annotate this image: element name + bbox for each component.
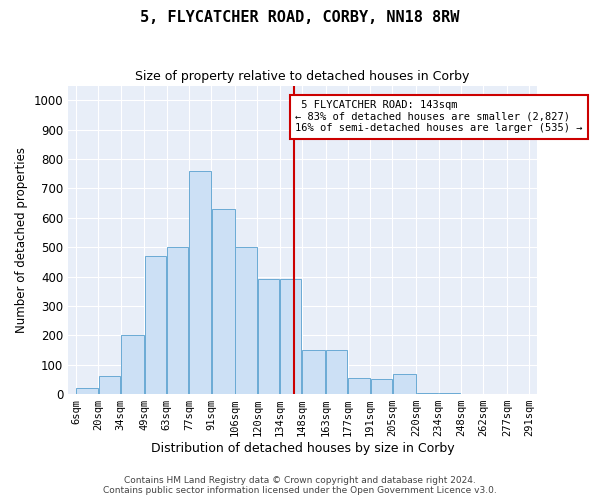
Bar — [326, 350, 347, 394]
Bar — [416, 392, 438, 394]
Y-axis label: Number of detached properties: Number of detached properties — [15, 147, 28, 333]
Bar — [280, 280, 301, 394]
Bar — [439, 392, 460, 394]
Bar — [302, 350, 325, 394]
X-axis label: Distribution of detached houses by size in Corby: Distribution of detached houses by size … — [151, 442, 454, 455]
Text: 5, FLYCATCHER ROAD, CORBY, NN18 8RW: 5, FLYCATCHER ROAD, CORBY, NN18 8RW — [140, 10, 460, 25]
Bar — [189, 171, 211, 394]
Bar — [257, 280, 279, 394]
Bar — [98, 376, 120, 394]
Bar — [235, 247, 257, 394]
Bar — [167, 247, 188, 394]
Bar — [145, 256, 166, 394]
Bar — [371, 380, 392, 394]
Bar — [212, 209, 235, 394]
Text: Contains HM Land Registry data © Crown copyright and database right 2024.
Contai: Contains HM Land Registry data © Crown c… — [103, 476, 497, 495]
Title: Size of property relative to detached houses in Corby: Size of property relative to detached ho… — [136, 70, 470, 83]
Bar — [393, 374, 416, 394]
Bar — [121, 336, 144, 394]
Bar — [76, 388, 98, 394]
Text: 5 FLYCATCHER ROAD: 143sqm
← 83% of detached houses are smaller (2,827)
16% of se: 5 FLYCATCHER ROAD: 143sqm ← 83% of detac… — [295, 100, 583, 134]
Bar — [348, 378, 370, 394]
